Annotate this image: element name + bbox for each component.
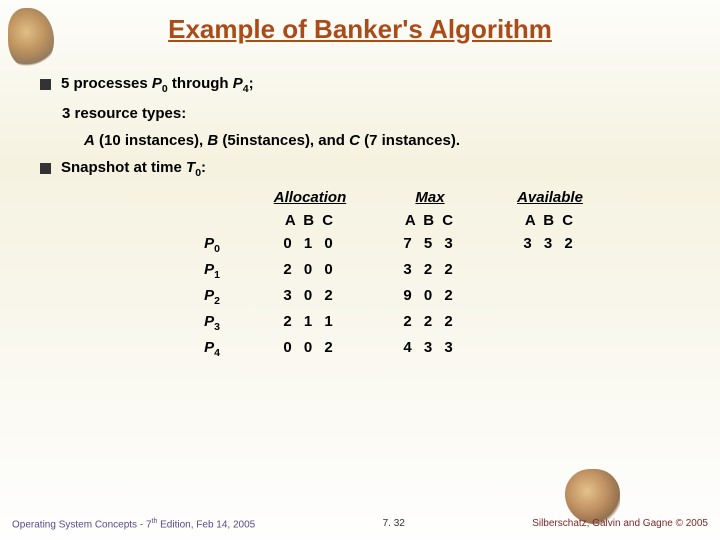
abc-avail: A B C [490, 212, 610, 229]
allocation-cell: 0 1 0 [250, 235, 370, 252]
footer-right: Silberschatz, Galvin and Gagne © 2005 [532, 518, 708, 529]
square-bullet-icon [40, 79, 51, 90]
footer-center: 7. 32 [383, 518, 405, 529]
table-row: P00 1 07 5 33 3 2 [110, 235, 680, 255]
table-header-max: Max [370, 189, 490, 206]
bullet-1-text: 5 processes P0 through P4; [61, 75, 254, 95]
res-B: B [207, 132, 218, 149]
res-A: A [84, 132, 95, 149]
allocation-cell: 2 1 1 [250, 313, 370, 330]
abc-alloc: A B C [250, 212, 370, 229]
process-label: P0 [110, 235, 250, 255]
available-cell: 3 3 2 [490, 235, 610, 252]
b1-post: ; [249, 75, 254, 92]
process-label: P2 [110, 287, 250, 307]
res-C-text: (7 instances). [360, 132, 460, 149]
slide-footer: Operating System Concepts - 7th Edition,… [0, 518, 720, 530]
allocation-cell: 2 0 0 [250, 261, 370, 278]
table-abc-row: A B C A B C A B C [110, 212, 680, 229]
max-cell: 2 2 2 [370, 313, 490, 330]
process-label: P3 [110, 313, 250, 333]
b1-p0: P [152, 75, 162, 92]
max-cell: 4 3 3 [370, 339, 490, 356]
bullet-1-sub1: 3 resource types: [40, 105, 680, 122]
res-A-text: (10 instances), [95, 132, 208, 149]
table-row: P40 0 24 3 3 [110, 339, 680, 359]
max-cell: 3 2 2 [370, 261, 490, 278]
res-C: C [349, 132, 360, 149]
bullet-2: Snapshot at time T0: [40, 159, 680, 179]
allocation-cell: 3 0 2 [250, 287, 370, 304]
table-header-available: Available [490, 189, 610, 206]
abc-max: A B C [370, 212, 490, 229]
footer-left-post: Edition, Feb 14, 2005 [157, 519, 255, 530]
slide-content: 5 processes P0 through P4; 3 resource ty… [0, 45, 720, 359]
data-table: Allocation Max Available A B C A B C A B… [40, 189, 680, 359]
b1-pre: 5 processes [61, 75, 152, 92]
footer-left-pre: Operating System Concepts - 7 [12, 519, 152, 530]
process-label: P1 [110, 261, 250, 281]
b2-T: T [186, 159, 195, 176]
max-cell: 7 5 3 [370, 235, 490, 252]
square-bullet-icon [40, 163, 51, 174]
process-label: P4 [110, 339, 250, 359]
bullet-1: 5 processes P0 through P4; [40, 75, 680, 95]
b1-p4: P [233, 75, 243, 92]
bullet-2-text: Snapshot at time T0: [61, 159, 206, 179]
b2-pre: Snapshot at time [61, 159, 186, 176]
b2-post: : [201, 159, 206, 176]
table-header-allocation: Allocation [250, 189, 370, 206]
bullet-1-sub2: A (10 instances), B (5instances), and C … [40, 132, 680, 149]
b1-mid: through [168, 75, 233, 92]
table-row: P23 0 29 0 2 [110, 287, 680, 307]
table-row: P32 1 12 2 2 [110, 313, 680, 333]
table-header-row: Allocation Max Available [110, 189, 680, 206]
max-cell: 9 0 2 [370, 287, 490, 304]
res-B-text: (5instances), and [218, 132, 349, 149]
footer-left: Operating System Concepts - 7th Edition,… [12, 518, 255, 530]
table-row: P12 0 03 2 2 [110, 261, 680, 281]
allocation-cell: 0 0 2 [250, 339, 370, 356]
corner-graphic-bottom-right [565, 469, 620, 524]
slide-title: Example of Banker's Algorithm [0, 0, 720, 45]
